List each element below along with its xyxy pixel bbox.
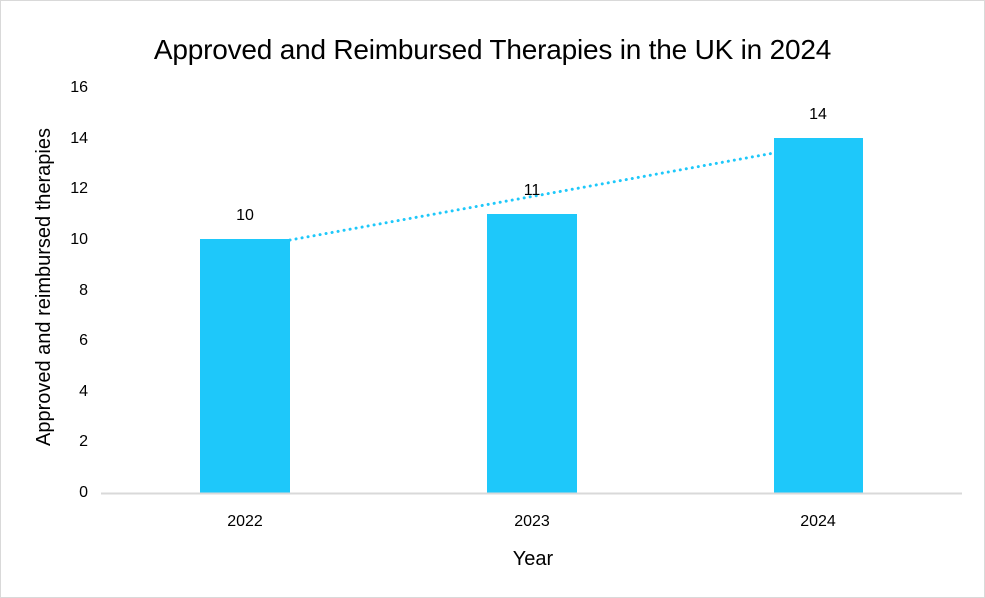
y-tick-label: 12	[70, 180, 88, 197]
y-tick-label: 4	[79, 383, 88, 400]
data-label-2022: 10	[236, 207, 254, 224]
y-tick-label: 8	[79, 282, 88, 299]
y-tick-label: 14	[70, 130, 88, 147]
y-tick-label: 10	[70, 231, 88, 248]
x-axis-title: Year	[512, 548, 554, 570]
bar-2022	[200, 239, 290, 493]
bar-2023	[487, 214, 577, 493]
y-tick-label: 2	[79, 433, 88, 450]
data-label-2023: 11	[523, 182, 541, 199]
y-tick-label: 6	[79, 332, 88, 349]
x-tick-label-2023: 2023	[514, 513, 550, 530]
y-tick-label: 0	[79, 484, 88, 501]
x-tick-label-2024: 2024	[800, 513, 836, 530]
chart-title: Approved and Reimbursed Therapies in the…	[153, 34, 832, 65]
bar-2024	[774, 138, 863, 493]
y-tick-label: 16	[70, 79, 88, 96]
data-label-2024: 14	[809, 106, 827, 123]
x-tick-label-2022: 2022	[227, 513, 263, 530]
trendline	[288, 151, 776, 242]
